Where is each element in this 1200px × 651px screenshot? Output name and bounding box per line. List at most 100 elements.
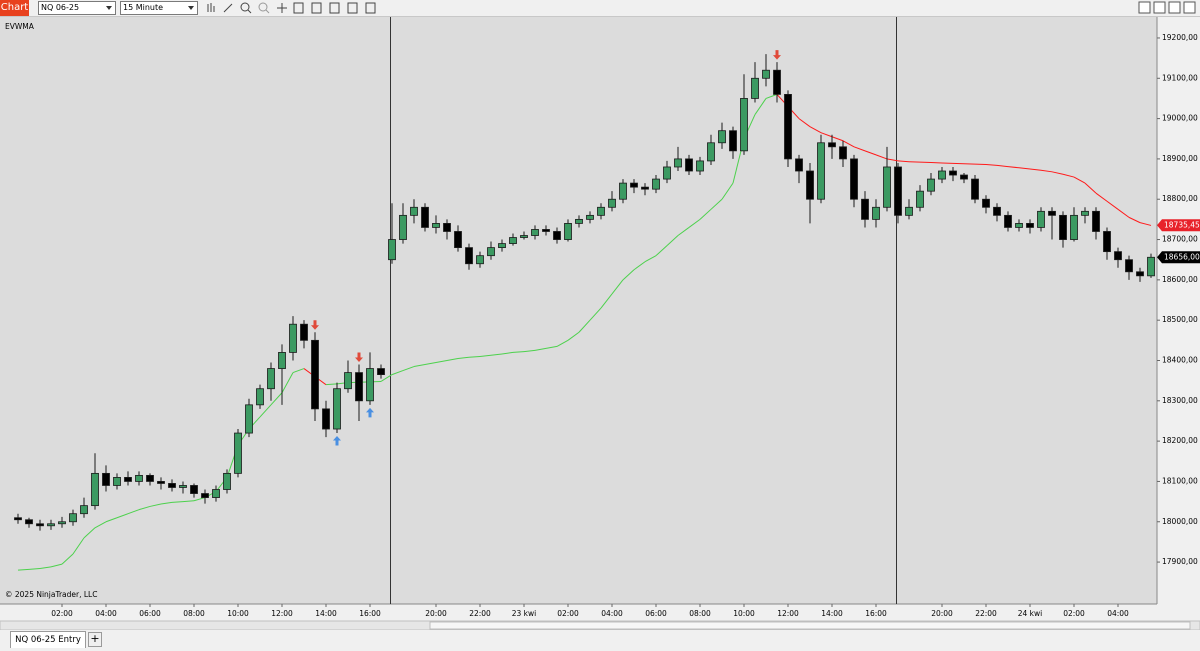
candle-body bbox=[740, 98, 748, 152]
draw-icon[interactable] bbox=[223, 3, 233, 13]
instrument-select[interactable]: NQ 06-25 bbox=[38, 1, 116, 15]
candle-body bbox=[124, 477, 132, 482]
y-tick-label: 18000,00 bbox=[1162, 517, 1198, 526]
evwma-segment bbox=[853, 146, 866, 152]
chart-tab[interactable]: NQ 06-25 Entry bbox=[10, 631, 86, 648]
candle-body bbox=[839, 146, 847, 160]
evwma-segment bbox=[94, 521, 107, 529]
evwma-segment bbox=[1073, 176, 1086, 184]
buy-signal bbox=[333, 436, 341, 446]
candle-body bbox=[850, 158, 858, 200]
evwma-segment bbox=[897, 160, 910, 163]
candle-body bbox=[597, 206, 605, 216]
evwma-segment bbox=[193, 497, 206, 502]
evwma-segment bbox=[468, 355, 481, 358]
candle-body bbox=[355, 372, 363, 402]
evwma-segment bbox=[1095, 192, 1108, 202]
bars-icon[interactable] bbox=[207, 3, 215, 12]
candle-body bbox=[344, 372, 352, 390]
scroll-thumb[interactable] bbox=[429, 621, 1191, 630]
evwma-segment bbox=[622, 269, 635, 281]
candle-body bbox=[223, 472, 231, 490]
candle-body bbox=[960, 174, 968, 180]
price-axis bbox=[1157, 17, 1200, 604]
evwma-segment bbox=[798, 118, 811, 128]
candle-body bbox=[399, 214, 407, 240]
candle-body bbox=[751, 77, 759, 99]
evwma-segment bbox=[831, 136, 844, 142]
x-tick-label: 02:00 bbox=[51, 609, 73, 618]
strategies-icon[interactable] bbox=[329, 2, 340, 14]
candle-body bbox=[619, 182, 627, 200]
candle-body bbox=[1114, 251, 1122, 261]
candle-body bbox=[586, 214, 594, 220]
candle-body bbox=[1026, 223, 1034, 228]
candle-body bbox=[1015, 223, 1023, 228]
y-tick-label: 18500,00 bbox=[1162, 315, 1198, 324]
candle-body bbox=[80, 505, 88, 515]
zoom-out-icon[interactable] bbox=[258, 2, 270, 14]
candle-body bbox=[707, 142, 715, 162]
templates-icon[interactable] bbox=[311, 2, 322, 14]
maximize-button[interactable] bbox=[1168, 1, 1181, 14]
x-tick-label: 08:00 bbox=[183, 609, 205, 618]
evwma-segment bbox=[402, 366, 415, 372]
x-tick-label: 02:00 bbox=[557, 609, 579, 618]
evwma-segment bbox=[259, 404, 272, 418]
snapshot-icon[interactable] bbox=[365, 2, 376, 14]
candle-body bbox=[553, 231, 561, 240]
evwma-segment bbox=[644, 255, 657, 263]
candle-body bbox=[883, 166, 891, 208]
minimize-button[interactable] bbox=[1153, 1, 1166, 14]
candle-body bbox=[333, 388, 341, 430]
properties-icon[interactable] bbox=[293, 2, 304, 14]
interval-select[interactable]: 15 Minute bbox=[120, 1, 198, 15]
candle-body bbox=[58, 521, 66, 525]
close-button[interactable] bbox=[1183, 1, 1196, 14]
plot-background bbox=[0, 17, 1157, 604]
evwma-segment bbox=[1040, 169, 1053, 173]
evwma-segment bbox=[567, 331, 580, 341]
zoom-in-icon[interactable] bbox=[240, 2, 252, 14]
crosshair-icon[interactable] bbox=[277, 3, 287, 13]
evwma-segment bbox=[765, 93, 778, 99]
add-tab[interactable]: + bbox=[88, 632, 102, 647]
candle-body bbox=[498, 243, 506, 249]
evwma-segment bbox=[633, 261, 646, 271]
candle-body bbox=[289, 323, 297, 353]
evwma-segment bbox=[61, 553, 74, 565]
indicator-label: EVWMA bbox=[5, 22, 35, 31]
evwma-segment bbox=[578, 319, 591, 333]
candle-body bbox=[14, 517, 22, 521]
candle-body bbox=[421, 206, 429, 228]
evwma-segment bbox=[1062, 173, 1075, 178]
evwma-segment bbox=[116, 513, 129, 519]
evwma-segment bbox=[380, 374, 393, 382]
candle-body bbox=[608, 198, 616, 208]
toolbar-icons bbox=[207, 2, 376, 14]
x-tick-label: 04:00 bbox=[95, 609, 117, 618]
price-marker-label: 18735,45 bbox=[1164, 220, 1200, 229]
y-tick-label: 19100,00 bbox=[1162, 73, 1198, 82]
candle-body bbox=[377, 368, 385, 376]
evwma-segment bbox=[28, 568, 41, 570]
evwma-segment bbox=[281, 372, 294, 393]
x-tick-label: 04:00 bbox=[601, 609, 623, 618]
y-tick-label: 18600,00 bbox=[1162, 275, 1198, 284]
app-tab[interactable]: Chart bbox=[0, 0, 29, 16]
candle-body bbox=[278, 352, 286, 369]
candle-body bbox=[872, 206, 880, 220]
candle-body bbox=[1004, 214, 1012, 228]
x-tick-label: 10:00 bbox=[227, 609, 249, 618]
candle-body bbox=[949, 170, 957, 176]
tile-button[interactable] bbox=[1138, 1, 1151, 14]
x-tick-label: 04:00 bbox=[1107, 609, 1129, 618]
candle-body bbox=[542, 229, 550, 232]
indicators-icon[interactable] bbox=[347, 2, 358, 14]
candle-body bbox=[432, 223, 440, 228]
evwma-segment bbox=[1139, 222, 1152, 226]
y-tick-label: 18400,00 bbox=[1162, 355, 1198, 364]
candle-body bbox=[520, 235, 528, 238]
x-tick-label: 14:00 bbox=[821, 609, 843, 618]
candle-body bbox=[828, 142, 836, 148]
